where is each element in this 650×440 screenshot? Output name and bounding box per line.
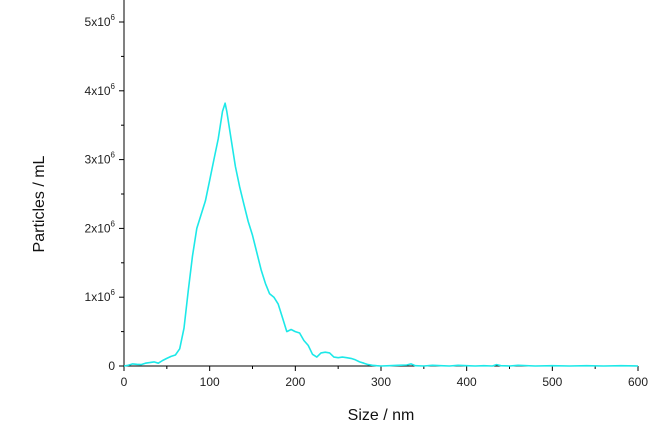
x-tick-label: 300 [371,375,391,389]
y-tick-label: 5x106 [85,13,116,29]
x-tick-label: 500 [542,375,562,389]
y-tick-label: 3x106 [85,151,116,167]
y-tick-label: 4x106 [85,82,116,98]
y-tick-label: 0 [108,359,115,373]
x-axis-ticks: 0 100 200 300 400 500 600 [121,366,648,389]
y-tick-label: 1x106 [85,288,116,304]
x-tick-label: 400 [457,375,477,389]
x-tick-label: 0 [121,375,128,389]
y-tick-label: 2x106 [85,219,116,235]
y-axis-ticks: 0 1x106 2x106 3x106 4x106 5x106 [85,13,124,373]
series-line-0 [123,102,639,367]
y-axis-title: Particles / mL [31,155,48,252]
x-tick-label: 600 [628,375,648,389]
x-tick-label: 200 [285,375,305,389]
x-tick-label: 100 [200,375,220,389]
series-layer [123,102,639,367]
x-axis-title: Size / nm [348,407,415,424]
